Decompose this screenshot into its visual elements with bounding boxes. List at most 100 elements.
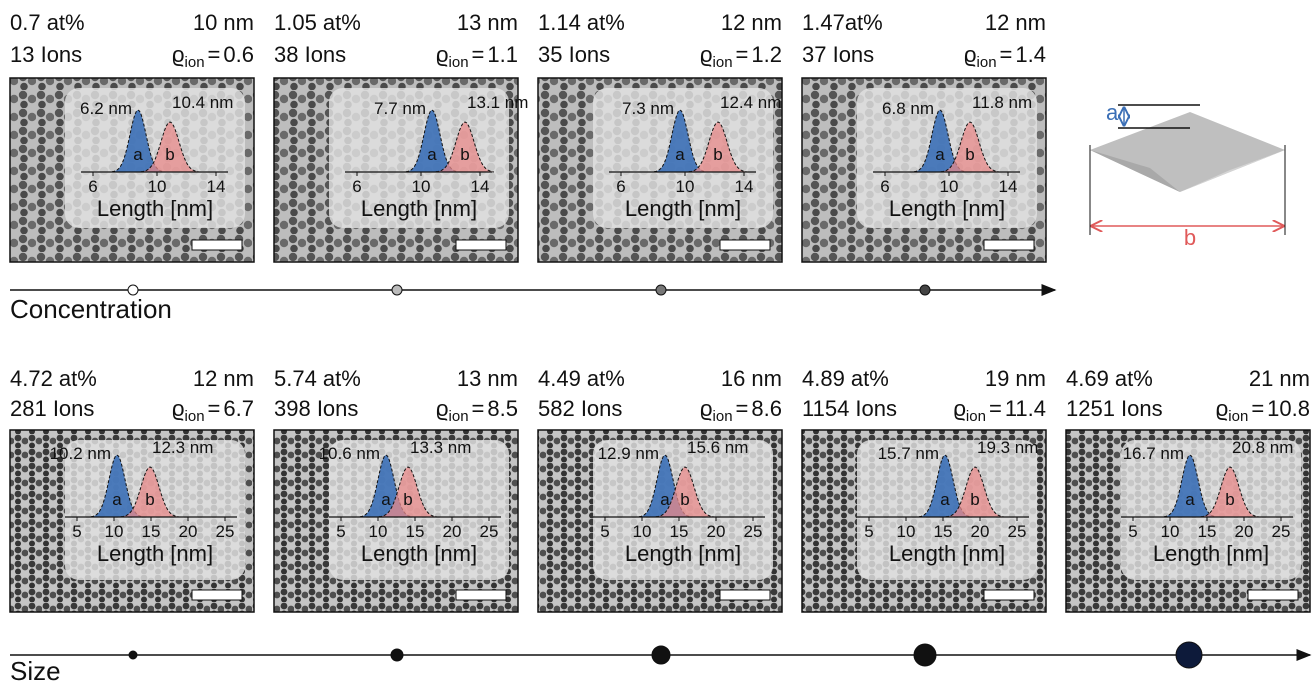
ions: 582 Ions: [538, 396, 622, 421]
peak-b-label: 15.6 nm: [687, 438, 748, 457]
concentration: 4.89 at%: [802, 366, 889, 391]
rho-value: 1.4: [1015, 42, 1046, 67]
rho-sub: ion: [185, 408, 205, 425]
hist-tick-label: 25: [216, 522, 235, 541]
figure: a b 0.7 at%10 nm13 Ionsϱion=0.661014Leng…: [0, 0, 1312, 684]
timeline-dot: [391, 649, 403, 661]
concentration: 5.74 at%: [274, 366, 361, 391]
rho: ϱion=6.7: [172, 396, 254, 425]
peak-b-label: 12.4 nm: [720, 93, 781, 112]
hist-tick-label: 25: [480, 522, 499, 541]
rho: ϱion=0.6: [172, 42, 254, 71]
hist-tick-label: 6: [616, 177, 625, 196]
panel: 1.05 at%13 nm38 Ionsϱion=1.161014Length …: [274, 10, 528, 262]
peak-a-label: 6.8 nm: [882, 99, 934, 118]
hist-x-label: Length [nm]: [361, 541, 477, 566]
rho-value: 1.2: [751, 42, 782, 67]
rho-equals: =: [208, 396, 221, 421]
peak-b-letter: b: [460, 145, 469, 164]
rho-sub: ion: [185, 54, 205, 71]
timeline-dot: [652, 646, 670, 664]
hist-tick-label: 15: [670, 522, 689, 541]
hist-tick-label: 10: [633, 522, 652, 541]
rho-value: 1.1: [487, 42, 518, 67]
concentration: 4.49 at%: [538, 366, 625, 391]
hist-tick-label: 20: [1235, 522, 1254, 541]
hist-tick-label: 25: [1008, 522, 1027, 541]
concentration: 1.14 at%: [538, 10, 625, 35]
scale-bar: [192, 590, 242, 600]
rho-value: 10.8: [1267, 396, 1310, 421]
scale-bar: [720, 240, 770, 250]
rho: ϱion=8.6: [700, 396, 782, 425]
size: 19 nm: [985, 366, 1046, 391]
peak-b-label: 10.4 nm: [172, 93, 233, 112]
size: 13 nm: [457, 10, 518, 35]
panel: 0.7 at%10 nm13 Ionsϱion=0.661014Length […: [10, 10, 254, 262]
rho: ϱion=8.5: [436, 396, 518, 425]
hist-tick-label: 10: [412, 177, 431, 196]
hist-tick-label: 10: [940, 177, 959, 196]
rho: ϱion=1.4: [964, 42, 1046, 71]
hist-tick-label: 14: [735, 177, 754, 196]
rho-equals: =: [1251, 396, 1264, 421]
peak-a-letter: a: [935, 145, 945, 164]
rho-equals: =: [1000, 42, 1013, 67]
timeline-label: Concentration: [10, 294, 172, 324]
peak-b-letter: b: [145, 490, 154, 509]
rho: ϱion=11.4: [953, 396, 1046, 425]
hist-tick-label: 25: [744, 522, 763, 541]
timeline-dot: [129, 651, 137, 659]
hist-tick-label: 5: [336, 522, 345, 541]
peak-b-label: 20.8 nm: [1232, 438, 1293, 457]
panel: 4.49 at%16 nm582 Ionsϱion=8.6510152025Le…: [538, 366, 782, 612]
peak-a-label: 6.2 nm: [80, 99, 132, 118]
peak-b-letter: b: [680, 490, 689, 509]
rho-symbol: ϱ: [436, 396, 449, 421]
timeline-dot: [656, 285, 666, 295]
rho-symbol: ϱ: [436, 42, 449, 67]
ions: 281 Ions: [10, 396, 94, 421]
size: 12 nm: [721, 10, 782, 35]
peak-a-label: 16.7 nm: [1123, 444, 1184, 463]
rho: ϱion=1.1: [436, 42, 518, 71]
hist-tick-label: 10: [1161, 522, 1180, 541]
scale-bar: [720, 590, 770, 600]
ions: 35 Ions: [538, 42, 610, 67]
panel: 1.14 at%12 nm35 Ionsϱion=1.261014Length …: [538, 10, 782, 262]
hist-tick-label: 10: [676, 177, 695, 196]
concentration: 4.72 at%: [10, 366, 97, 391]
hist-tick-label: 14: [471, 177, 490, 196]
timeline-dot: [1176, 642, 1202, 668]
hist-x-label: Length [nm]: [97, 196, 213, 221]
peak-a-label: 10.6 nm: [319, 444, 380, 463]
hist-tick-label: 5: [600, 522, 609, 541]
ions: 37 Ions: [802, 42, 874, 67]
panel: 5.74 at%13 nm398 Ionsϱion=8.5510152025Le…: [274, 366, 518, 612]
rho-sub: ion: [713, 408, 733, 425]
concentration: 1.47at%: [802, 10, 883, 35]
rho-symbol: ϱ: [1216, 396, 1229, 421]
peak-a-letter: a: [1185, 490, 1195, 509]
peak-b-letter: b: [1225, 490, 1234, 509]
rho-value: 0.6: [223, 42, 254, 67]
rho-value: 6.7: [223, 396, 254, 421]
concentration: 1.05 at%: [274, 10, 361, 35]
diagram: a b: [1090, 100, 1285, 250]
hist-x-label: Length [nm]: [625, 196, 741, 221]
rho-symbol: ϱ: [700, 42, 713, 67]
size: 12 nm: [193, 366, 254, 391]
panel: 4.89 at%19 nm1154 Ionsϱion=11.4510152025…: [802, 366, 1046, 612]
ions: 398 Ions: [274, 396, 358, 421]
panel: 1.47at%12 nm37 Ionsϱion=1.461014Length […: [802, 10, 1046, 262]
scale-bar: [456, 590, 506, 600]
rho-symbol: ϱ: [172, 42, 185, 67]
peak-b-label: 13.3 nm: [410, 438, 471, 457]
diagram-b: b: [1184, 225, 1196, 250]
rho-sub: ion: [449, 54, 469, 71]
hist-x-label: Length [nm]: [361, 196, 477, 221]
hist-tick-label: 25: [1272, 522, 1291, 541]
peak-b-letter: b: [965, 145, 974, 164]
